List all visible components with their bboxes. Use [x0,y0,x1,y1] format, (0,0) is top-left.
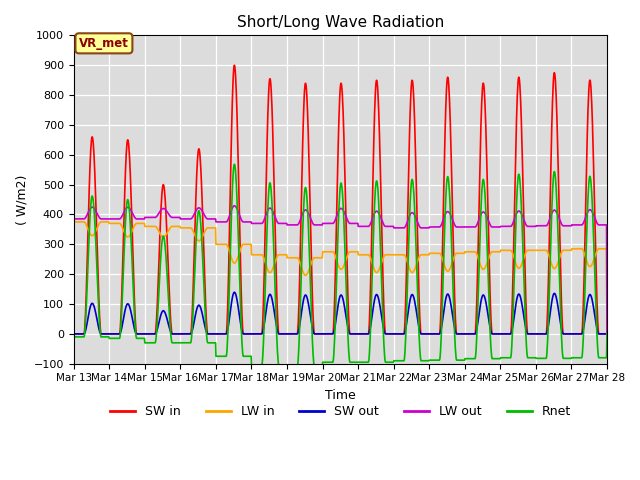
SW out [230,289,238,295]
LW out [248,220,256,226]
Rnet [540,356,548,361]
Y-axis label: ( W/m2): ( W/m2) [15,174,28,225]
LW out [188,215,196,221]
SW out [175,331,183,337]
Legend: SW in, LW in, SW out, LW out, Rnet: SW in, LW in, SW out, LW out, Rnet [105,400,576,423]
X-axis label: Time: Time [325,389,356,402]
LW in [423,252,431,258]
LW out [175,215,183,220]
LW in [540,247,547,253]
Line: LW in: LW in [74,222,607,334]
Rnet [230,161,238,167]
SW in [188,310,196,316]
LW in [70,219,77,225]
SW out [188,328,196,334]
Title: Short/Long Wave Radiation: Short/Long Wave Radiation [237,15,444,30]
SW in [230,62,238,68]
SW out [70,331,77,337]
Rnet [493,356,501,361]
Rnet [424,358,431,364]
SW out [540,331,548,337]
Rnet [284,364,291,370]
SW in [540,331,548,337]
Rnet [248,362,256,368]
SW in [248,331,256,337]
LW out [70,216,77,222]
Text: VR_met: VR_met [79,37,129,50]
SW out [493,331,500,337]
Rnet [188,325,196,331]
Line: SW in: SW in [74,65,607,334]
LW out [603,331,611,337]
Line: SW out: SW out [74,292,607,334]
Line: Rnet: Rnet [74,164,607,367]
SW out [423,331,431,337]
LW out [540,223,548,228]
LW out [493,224,500,230]
SW in [603,331,611,337]
LW in [175,224,183,229]
Line: LW out: LW out [74,206,607,334]
SW out [248,331,256,337]
SW in [493,331,500,337]
Rnet [175,340,183,346]
Rnet [603,331,611,337]
SW in [70,331,77,337]
SW in [423,331,431,337]
SW out [603,331,611,337]
LW out [230,203,238,209]
LW in [493,249,500,255]
LW in [603,331,611,337]
LW in [248,252,256,258]
LW in [188,227,196,232]
LW out [423,225,431,231]
Rnet [70,334,77,340]
SW in [175,331,183,337]
